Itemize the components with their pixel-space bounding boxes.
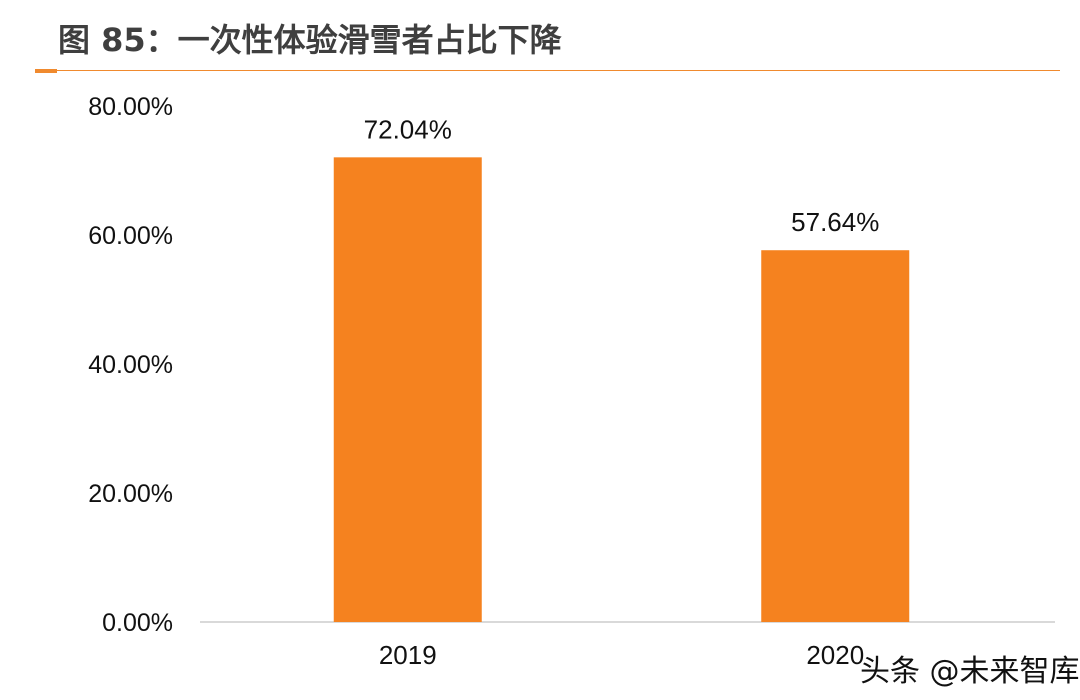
- bar-2020: [761, 250, 910, 623]
- x-tick-label: 2020: [806, 640, 864, 670]
- chart-title: 图 85：一次性体验滑雪者占比下降: [58, 21, 562, 59]
- y-tick-label: 60.00%: [88, 222, 173, 250]
- y-tick-label: 20.00%: [88, 480, 173, 508]
- data-label: 57.64%: [791, 207, 879, 237]
- title-underline-accent: [35, 69, 57, 73]
- y-tick-label: 0.00%: [102, 609, 173, 637]
- y-tick-label: 80.00%: [88, 93, 173, 121]
- data-label: 72.04%: [364, 114, 452, 144]
- x-tick-label: 2019: [379, 640, 437, 670]
- bar-2019: [333, 157, 482, 623]
- title-underline: [35, 70, 1060, 71]
- watermark: 头条 @未来智库: [860, 654, 1080, 689]
- y-tick-label: 40.00%: [88, 351, 173, 379]
